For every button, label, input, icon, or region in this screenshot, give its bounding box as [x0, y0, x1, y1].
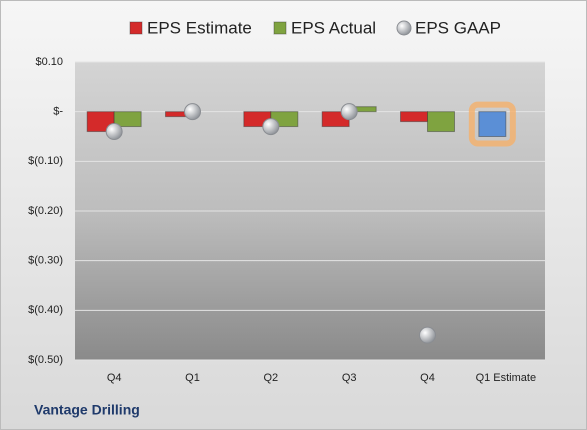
legend-label: EPS Actual [291, 18, 376, 37]
x-tick-label: Q1 Estimate [476, 372, 537, 384]
y-tick-label: $(0.50) [28, 354, 63, 366]
y-tick-label: $- [53, 106, 63, 118]
x-tick-label: Q3 [342, 372, 357, 384]
gaap-point [262, 118, 280, 136]
x-tick-label: Q4 [420, 372, 435, 384]
bar [113, 111, 142, 128]
legend-marker [396, 20, 412, 36]
legend-marker [129, 21, 143, 35]
footer: Vantage Drilling [34, 402, 140, 418]
y-tick-label: $(0.40) [28, 304, 63, 316]
gaap-point [419, 326, 436, 344]
y-tick-label: $0.10 [35, 56, 63, 68]
gaap-point [340, 103, 358, 121]
legend-label: EPS GAAP [415, 18, 501, 37]
y-tick-label: $(0.30) [28, 255, 63, 267]
y-tick-label: $(0.20) [28, 205, 63, 217]
bar [478, 111, 507, 137]
gaap-point [105, 123, 123, 141]
bar [400, 111, 428, 123]
highlight-glow [468, 101, 516, 147]
gaap-point [184, 103, 201, 121]
legend-marker [273, 21, 287, 35]
y-tick-label: $(0.10) [28, 155, 63, 167]
bar [427, 111, 455, 133]
x-tick-label: Q2 [263, 372, 278, 384]
x-tick-label: Q4 [107, 372, 122, 384]
legend-label: EPS Estimate [147, 18, 252, 37]
x-tick-label: Q1 [185, 372, 200, 384]
